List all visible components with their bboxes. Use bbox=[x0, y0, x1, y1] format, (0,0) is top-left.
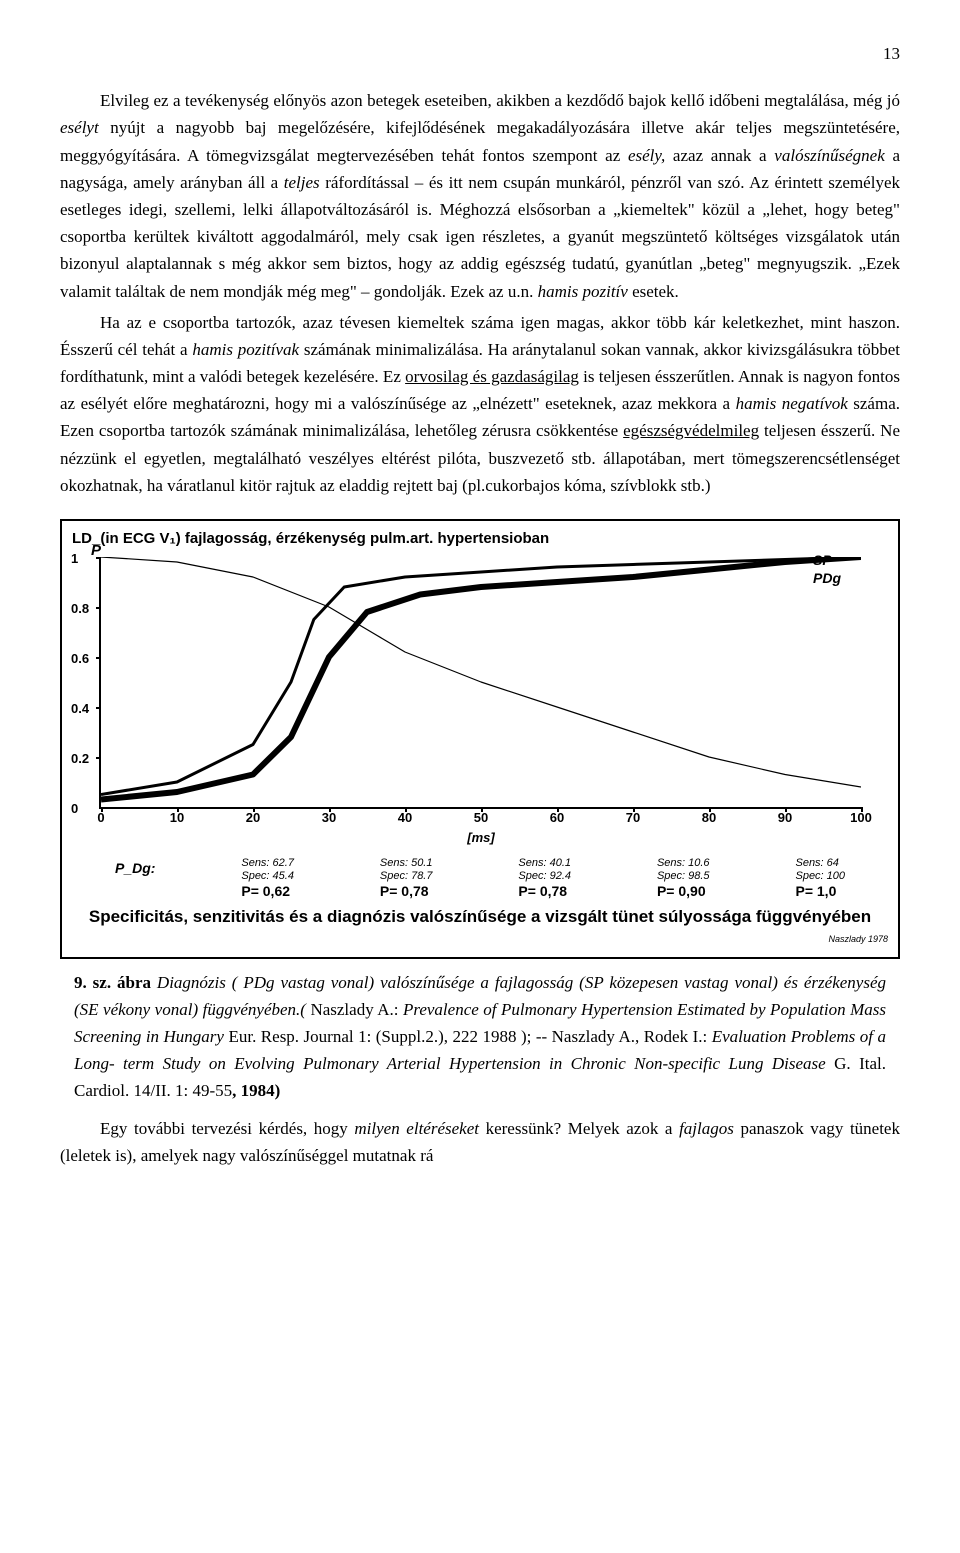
text-italic: teljes bbox=[284, 173, 320, 192]
y-axis-label: P bbox=[91, 539, 101, 563]
text-italic: hamis negatívok bbox=[736, 394, 848, 413]
y-tick: 1 bbox=[71, 549, 78, 570]
text: azaz annak a bbox=[665, 146, 774, 165]
text-italic: hamis pozitív bbox=[538, 282, 628, 301]
text-italic: esély, bbox=[628, 146, 665, 165]
caption-label: 9. sz. ábra bbox=[74, 973, 151, 992]
stats-item: Sens: 62.7Spec: 45.4P= 0,62 bbox=[241, 857, 294, 900]
text: , 1984) bbox=[232, 1081, 280, 1100]
text: Egy további tervezési kérdés, hogy bbox=[100, 1119, 354, 1138]
paragraph-3: Egy további tervezési kérdés, hogy milye… bbox=[60, 1115, 900, 1169]
paragraph-1: Elvileg ez a tevékenység előnyös azon be… bbox=[60, 87, 900, 305]
figure-source: Naszlady 1978 bbox=[72, 932, 888, 946]
chart-svg bbox=[101, 557, 861, 807]
figure-container: LD_(in ECG V₁) fajlagosság, érzékenység … bbox=[60, 519, 900, 959]
stats-item: Sens: 50.1Spec: 78.7P= 0,78 bbox=[380, 857, 433, 900]
stats-item: Sens: 40.1Spec: 92.4P= 0,78 bbox=[518, 857, 571, 900]
y-tick: 0.6 bbox=[71, 649, 89, 670]
y-tick: 0.2 bbox=[71, 749, 89, 770]
paragraph-2: Ha az e csoportba tartozók, azaz tévesen… bbox=[60, 309, 900, 499]
text-italic: hamis pozitívak bbox=[192, 340, 299, 359]
y-tick: 0.8 bbox=[71, 599, 89, 620]
stats-item: Sens: 64Spec: 100P= 1,0 bbox=[795, 857, 845, 900]
text: Elvileg ez a tevékenység előnyös azon be… bbox=[100, 91, 900, 110]
text: esetek. bbox=[628, 282, 679, 301]
text-italic: milyen eltéréseket bbox=[354, 1119, 479, 1138]
figure-bottom-title: Specificitás, senzitivitás és a diagnózi… bbox=[72, 906, 888, 928]
y-tick: 0.4 bbox=[71, 699, 89, 720]
text: keressünk? Melyek azok a bbox=[479, 1119, 679, 1138]
stats-row: P_Dg: Sens: 62.7Spec: 45.4P= 0,62 Sens: 5… bbox=[72, 857, 888, 900]
pdg-label: P_Dg: bbox=[115, 857, 155, 900]
page-number: 13 bbox=[60, 40, 900, 67]
text-underline: orvosilag és gazdaságilag bbox=[405, 367, 579, 386]
text: Eur. Resp. Journal 1: (Suppl.2.), 222 19… bbox=[224, 1027, 712, 1046]
figure-caption: 9. sz. ábra Diagnózis ( PDg vastag vonal… bbox=[60, 969, 900, 1105]
chart-area: P SP PDg [ms] 00.20.40.60.81010203040506… bbox=[99, 557, 861, 809]
x-axis-label: [ms] bbox=[467, 828, 494, 849]
text-italic: fajlagos bbox=[679, 1119, 734, 1138]
figure-title: LD_(in ECG V₁) fajlagosság, érzékenység … bbox=[72, 527, 888, 551]
text-underline: egészségvédelmileg bbox=[623, 421, 759, 440]
text-italic: esélyt bbox=[60, 118, 99, 137]
y-tick: 0 bbox=[71, 799, 78, 820]
text: Naszlady A.: bbox=[310, 1000, 403, 1019]
text-italic: valószínűségnek bbox=[774, 146, 884, 165]
stats-item: Sens: 10.6Spec: 98.5P= 0,90 bbox=[657, 857, 710, 900]
